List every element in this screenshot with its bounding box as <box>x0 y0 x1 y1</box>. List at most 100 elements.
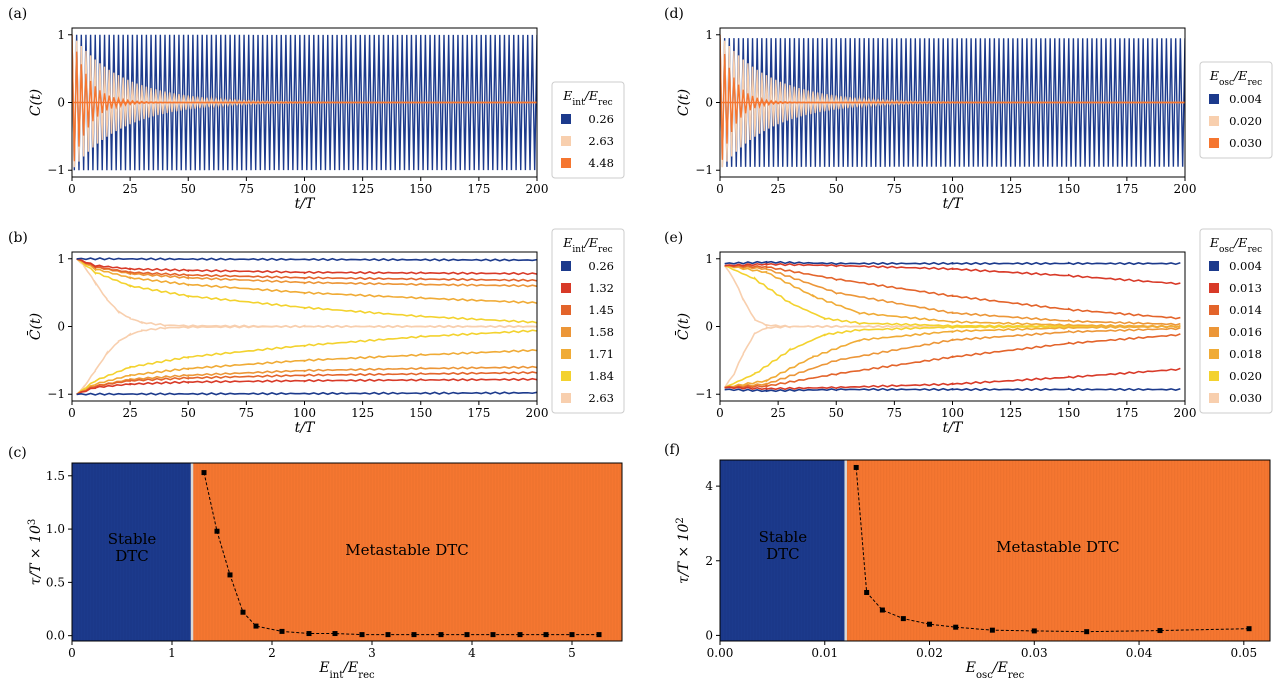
tau-point <box>411 632 417 638</box>
x-tick-label: 75 <box>239 182 254 196</box>
plot-area-b <box>76 257 538 396</box>
label-part: C̄(t) <box>26 313 44 340</box>
panel-label: (b) <box>8 230 28 246</box>
tau-point <box>490 632 496 638</box>
legend-swatch <box>1209 94 1219 104</box>
legend-swatch <box>1209 327 1219 337</box>
y-tick-label: 0 <box>57 320 65 334</box>
x-tick-label: 4 <box>468 646 476 660</box>
tau-point <box>1084 629 1090 635</box>
label-part: C(t) <box>28 89 44 116</box>
series-upper-0.013 <box>724 262 1181 286</box>
panel-label: (a) <box>8 6 27 22</box>
tau-point <box>385 632 391 638</box>
x-tick-label: 150 <box>1057 182 1080 196</box>
legend-entry-2.63: 2.63 <box>588 391 614 405</box>
legend-entry-0.013: 0.013 <box>1229 281 1262 295</box>
legend-swatch <box>561 327 571 337</box>
legend-entry-1.58: 1.58 <box>588 325 614 339</box>
x-tick-label: 0.00 <box>707 646 734 660</box>
legend-swatch <box>1209 261 1219 271</box>
series-upper-0.26 <box>76 257 538 262</box>
legend-e: Eosc/Erec 0.004 0.013 0.014 0.016 0.018 0.020 0… <box>1199 228 1273 414</box>
x-tick-label: 100 <box>293 182 316 196</box>
tau-point <box>989 627 995 633</box>
legend-box <box>1199 228 1273 414</box>
x-tick-label: 5 <box>568 646 576 660</box>
x-tick-label: 50 <box>829 182 844 196</box>
label-part: t/T <box>295 196 316 212</box>
legend-entry-0.004: 0.004 <box>1229 92 1262 106</box>
tau-point <box>953 624 959 630</box>
label-part: /E <box>584 235 598 250</box>
y-tick-label: −1 <box>695 163 713 177</box>
legend-swatch <box>561 136 571 146</box>
label-part: osc <box>976 670 993 681</box>
y-tick-label: 4 <box>705 479 713 493</box>
axes-b: 0 25 50 75 100 125 150 175 200−101(b)t/TC̄(t) <box>8 230 548 436</box>
legend-box <box>551 81 625 179</box>
tau-point <box>332 631 338 637</box>
legend-entry-0.004: 0.004 <box>1229 259 1262 273</box>
y-tick-label: −1 <box>47 163 65 177</box>
series-upper-0.014 <box>724 264 1181 320</box>
legend-entry-1.84: 1.84 <box>588 369 614 383</box>
x-axis-label: t/T <box>943 196 964 212</box>
label-part: E <box>1209 235 1219 250</box>
x-tick-label: 2 <box>268 646 276 660</box>
x-axis-label: Eosc/Erec <box>965 660 1025 681</box>
legend-b: Eint/Erec 0.26 1.32 1.45 1.58 1.71 1.84 2.63 <box>551 228 625 414</box>
tau-point <box>864 589 870 595</box>
legend-swatch <box>561 283 571 293</box>
tau-point <box>596 632 602 638</box>
legend-title: Eint/Erec <box>562 235 612 255</box>
tau-point <box>359 632 365 638</box>
legend-title: Eint/Erec <box>562 88 612 108</box>
x-tick-label: 75 <box>887 406 902 420</box>
legend-box <box>551 228 625 414</box>
axes-frame <box>71 462 623 642</box>
series-lower-0.013 <box>724 367 1181 391</box>
x-tick-label: 0 <box>68 406 76 420</box>
x-tick-label: 0 <box>68 182 76 196</box>
y-tick-label: 1 <box>57 252 65 266</box>
x-tick-label: 0 <box>68 646 76 660</box>
x-tick-label: 0.03 <box>1021 646 1048 660</box>
legend-title: Eosc/Erec <box>1209 68 1262 88</box>
legend-swatch <box>561 261 571 271</box>
x-tick-label: 125 <box>351 406 374 420</box>
x-tick-label: 175 <box>1115 406 1138 420</box>
series-upper-0.016 <box>724 264 1181 326</box>
y-axis-label: C̄(t) <box>674 313 692 340</box>
y-tick-label: 1 <box>57 28 65 42</box>
panel-label: (e) <box>664 230 683 246</box>
metastable-label: Metastable DTC <box>345 541 468 559</box>
series-lower-1.58 <box>76 365 538 396</box>
label-part: int <box>330 670 344 681</box>
series-lower-0.004 <box>724 387 1181 393</box>
y-tick-label: 1.0 <box>46 522 65 536</box>
label-part: /E <box>584 88 598 103</box>
legend-entry-1.32: 1.32 <box>588 281 614 295</box>
series-lower-2.63 <box>76 324 538 396</box>
x-tick-label: 75 <box>239 406 254 420</box>
label-part: E <box>965 660 976 676</box>
panel-label: (f) <box>664 442 680 458</box>
y-tick-label: 0 <box>57 96 65 110</box>
tau-point <box>240 609 246 615</box>
label-part: rec <box>358 670 375 681</box>
label-part: /E <box>1233 235 1247 250</box>
series-upper-1.45 <box>76 258 538 282</box>
tau-point <box>569 632 575 638</box>
legend-d: Eosc/Erec 0.004 0.020 0.030 <box>1199 61 1273 159</box>
label-part: t/T <box>943 196 964 212</box>
label-part: int <box>572 245 585 255</box>
x-tick-label: 0.04 <box>1126 646 1153 660</box>
axes-frame <box>719 459 1271 642</box>
label-part: E <box>562 88 572 103</box>
series-line-0.26 <box>72 34 537 171</box>
label-part: rec <box>598 245 613 255</box>
